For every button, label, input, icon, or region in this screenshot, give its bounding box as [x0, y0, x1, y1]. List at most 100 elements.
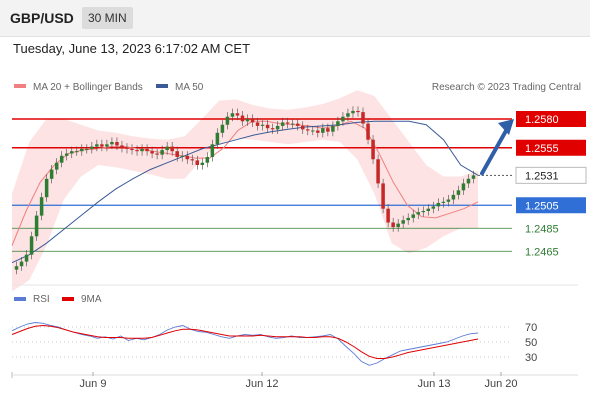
candle-body [100, 144, 104, 147]
legend-swatch-1 [156, 84, 168, 88]
candle-body [44, 178, 49, 198]
candle-body [245, 119, 250, 122]
level-label-4: 1.2485 [525, 223, 559, 235]
candle-body [155, 153, 159, 155]
candle-body [250, 119, 255, 123]
projection-arrow-head [498, 119, 514, 135]
x-tick-label-2: Jun 13 [417, 378, 450, 390]
candle-body [185, 155, 190, 160]
candle-body [39, 197, 44, 216]
candle-body [49, 169, 54, 179]
candle-body [396, 223, 400, 228]
candle-body [285, 122, 290, 124]
rsi-legend-swatch-1 [62, 297, 74, 301]
candle-body [376, 159, 380, 184]
candle-body [90, 146, 94, 149]
x-tick-label-1: Jun 12 [245, 378, 278, 390]
symbol-label: GBP/USD [10, 10, 74, 26]
rsi-legend-swatch-0 [14, 297, 26, 301]
candle-body [29, 236, 34, 255]
level-label-3: 1.2505 [525, 200, 559, 212]
timeframe-badge[interactable]: 30 MIN [82, 7, 133, 29]
candle-body [80, 148, 84, 152]
rsi-ma9-line [11, 324, 479, 359]
candle-body [260, 124, 265, 126]
level-label-5: 1.2465 [525, 246, 559, 258]
level-label-2: 1.2531 [525, 170, 559, 182]
level-tag-0 [516, 111, 586, 127]
candle-body [59, 155, 64, 163]
candle-body [316, 130, 320, 133]
candle-body [336, 121, 340, 126]
candle-body [125, 147, 129, 149]
candle-body [14, 266, 19, 270]
candle-body [351, 110, 355, 114]
candle-body [115, 142, 119, 146]
candle-body [220, 124, 225, 133]
candle-body [361, 112, 365, 124]
ma20-line [11, 120, 479, 246]
candle-body [311, 130, 315, 132]
candle-body [150, 151, 154, 154]
candle-body [381, 183, 385, 209]
candle-body [170, 146, 174, 152]
candle-body [95, 144, 99, 147]
projection-arrow-shaft [480, 127, 509, 176]
candle-body [290, 123, 295, 125]
bollinger-band [12, 90, 478, 292]
candle-body [456, 190, 461, 195]
candle-body [190, 159, 195, 161]
candle-body [24, 254, 29, 262]
candle-body [321, 128, 325, 133]
candle-body [215, 132, 220, 145]
watermark: Research © 2023 Trading Central [432, 82, 581, 93]
candle-body [280, 122, 285, 126]
candle-body [160, 150, 164, 155]
candle-body [69, 151, 74, 154]
candle-body [140, 148, 144, 152]
candle-body [341, 116, 345, 122]
level-tag-1 [516, 139, 586, 156]
candle-body [230, 113, 235, 117]
candle-body [326, 128, 330, 132]
candle-body [401, 220, 405, 224]
candle-body [75, 151, 79, 153]
candle-body [451, 194, 456, 200]
level-tag-2 [515, 166, 587, 184]
candle-body [255, 122, 260, 126]
x-tick-label-3: Jun 20 [484, 378, 517, 390]
ma50-line [11, 120, 479, 264]
candle-body [210, 144, 215, 157]
candle-body [120, 145, 124, 148]
candle-body [110, 142, 114, 145]
candle-body [356, 110, 360, 113]
candle-body [406, 217, 410, 221]
candle-body [300, 125, 305, 130]
candle-body [421, 211, 426, 213]
candle-body [411, 214, 415, 218]
level-label-1: 1.2555 [525, 143, 559, 155]
candle-body [436, 202, 441, 207]
legend-label-0: MA 20 + Bollinger Bands [33, 82, 143, 93]
candle-body [446, 199, 451, 202]
rsi-tick-0: 70 [525, 322, 537, 334]
candle-body [461, 183, 466, 191]
candle-body [19, 261, 24, 267]
candle-body [270, 128, 275, 130]
rsi-legend-label-1: 9MA [81, 294, 102, 305]
candle-body [371, 139, 375, 160]
rsi-tick-2: 30 [525, 352, 537, 364]
legend-swatch-0 [14, 84, 26, 88]
candle-body [205, 156, 210, 163]
candle-body [386, 208, 390, 223]
candle-body [306, 129, 310, 131]
candle-body [54, 162, 59, 170]
candle-body [225, 116, 230, 125]
candle-body [130, 148, 134, 151]
candle-body [275, 125, 280, 130]
candle-body [391, 222, 395, 228]
candle-body [431, 206, 436, 209]
candle-body [366, 123, 370, 140]
x-tick-label-0: Jun 9 [80, 378, 107, 390]
